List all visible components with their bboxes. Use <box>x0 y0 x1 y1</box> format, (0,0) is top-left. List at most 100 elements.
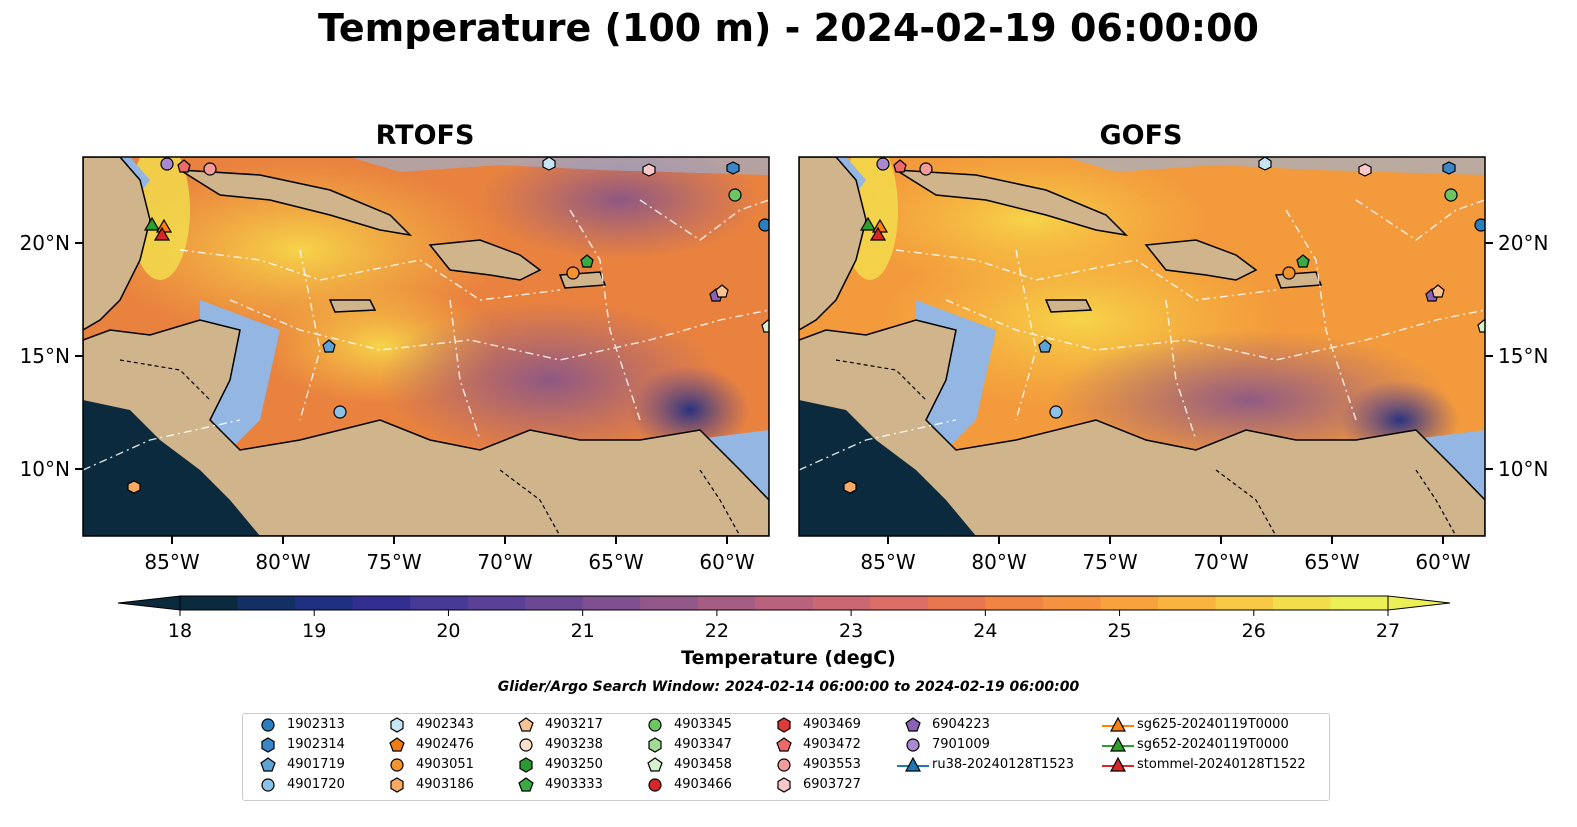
float-markers <box>843 157 1485 494</box>
marker-6903727 <box>1358 163 1372 177</box>
legend-entry: 4903333 <box>507 776 603 794</box>
warm-current <box>130 157 190 280</box>
colorbar-band <box>1100 596 1159 610</box>
marker-4903553 <box>203 162 217 176</box>
marker-4903186 <box>127 480 141 494</box>
colorbar-tick-label: 25 <box>1107 620 1131 640</box>
eez-boundaries <box>799 199 1485 471</box>
legend-label: 4903466 <box>674 777 732 792</box>
circle-marker-icon <box>249 776 287 794</box>
pentagon-marker-icon <box>507 776 545 794</box>
triangle-line-marker-icon <box>1099 736 1137 754</box>
country-borders <box>119 359 741 536</box>
jamaica-land <box>328 299 377 313</box>
lat-tick-label: 15°N <box>20 344 70 368</box>
legend-entry: 4902343 <box>378 716 474 734</box>
colorbar-band <box>1042 596 1101 610</box>
lon-tick-label: 80°W <box>255 550 310 574</box>
legend-label: 4903458 <box>674 757 732 772</box>
legend-entry: 6904223 <box>894 716 990 734</box>
legend-entry: 4901719 <box>249 756 345 774</box>
legend-entry: 1902313 <box>249 716 345 734</box>
marker-4903217 <box>1431 284 1445 298</box>
legend-label: 4903472 <box>803 737 861 752</box>
colorbar-band <box>295 596 354 610</box>
marker-4903458 <box>761 319 769 333</box>
marker-4902343 <box>542 157 556 171</box>
marker-1902313 <box>758 218 769 232</box>
legend-entry: 4903186 <box>378 776 474 794</box>
marker-4903333 <box>580 254 594 268</box>
marker-4903345 <box>728 188 742 202</box>
colorbar-tick-label: 26 <box>1242 620 1266 640</box>
pacific-ocean <box>799 400 976 536</box>
marker-1902314 <box>1442 161 1456 175</box>
colorbar-bands <box>180 596 1389 610</box>
colorbar-frame <box>179 595 1389 611</box>
legend-entry: sg652-20240119T0000 <box>1099 736 1289 754</box>
colorbar-band <box>410 596 469 610</box>
colorbar-band <box>985 596 1044 610</box>
marker-4902343 <box>1258 157 1272 171</box>
colorbar-band <box>1330 596 1389 610</box>
marker-sg652 <box>143 216 161 231</box>
marker-6903727 <box>642 163 656 177</box>
marker-4901720 <box>333 405 347 419</box>
lon-tick-label: 80°W <box>971 550 1026 574</box>
lon-tick-label: 75°W <box>1082 550 1137 574</box>
marker-sg652 <box>859 216 877 231</box>
yucatan-land <box>83 157 151 331</box>
marker-4903051 <box>566 266 580 280</box>
pentagon-marker-icon <box>894 716 932 734</box>
colorbar-band <box>525 596 584 610</box>
marker-4903553 <box>919 162 933 176</box>
legend-label: 6903727 <box>803 777 861 792</box>
gofs-map <box>799 157 1485 536</box>
legend-label: sg652-20240119T0000 <box>1137 737 1289 752</box>
legend-label: 4903238 <box>545 737 603 752</box>
lon-tick-label: 70°W <box>1193 550 1248 574</box>
lon-tick-label: 65°W <box>588 550 643 574</box>
colorbar-band <box>640 596 699 610</box>
legend-label: 4903553 <box>803 757 861 772</box>
colorbar-tick-label: 20 <box>436 620 460 640</box>
legend-label: 6904223 <box>932 717 990 732</box>
map-figure: 85°W 80°W 75°W 70°W 65°W 60°W 85°W 80°W … <box>20 156 1548 640</box>
marker-4903345 <box>1444 188 1458 202</box>
legend-entry: 1902314 <box>249 736 345 754</box>
hexagon-marker-icon <box>765 716 803 734</box>
legend-entry: 4903466 <box>636 776 732 794</box>
legend-entry: 4903347 <box>636 736 732 754</box>
lat-labels-left: 20°N 15°N 10°N <box>20 231 70 481</box>
legend-entry: 7901009 <box>894 736 990 754</box>
central-south-america-land <box>83 319 769 536</box>
circle-marker-icon <box>378 756 416 774</box>
lon-tick-label: 85°W <box>144 550 199 574</box>
lon-tick-label: 70°W <box>477 550 532 574</box>
lat-tick-label: 10°N <box>20 457 70 481</box>
legend-label: 1902313 <box>287 717 345 732</box>
hexagon-marker-icon <box>765 776 803 794</box>
legend-entry: 4903250 <box>507 756 603 774</box>
legend-label: 4902476 <box>416 737 474 752</box>
legend-label: 4903333 <box>545 777 603 792</box>
circle-marker-icon <box>894 736 932 754</box>
colorbar-band <box>1157 596 1217 610</box>
legend-entry: stommel-20240128T1522 <box>1099 756 1306 774</box>
axis-ticks <box>75 242 1493 544</box>
cold-anomaly <box>630 365 750 455</box>
lon-tick-label: 85°W <box>860 550 915 574</box>
legend-entry: 4903345 <box>636 716 732 734</box>
triangle-line-marker-icon <box>1099 716 1137 734</box>
atlantic-shelf <box>83 157 769 175</box>
legend-label: 4901719 <box>287 757 345 772</box>
legend-entry: 4903472 <box>765 736 861 754</box>
hexagon-marker-icon <box>378 716 416 734</box>
lat-tick-label: 20°N <box>1498 231 1548 255</box>
colorbar-tick-label: 24 <box>973 620 997 640</box>
legend-entry: 4903553 <box>765 756 861 774</box>
gofs-map-frame <box>798 156 1486 537</box>
colorbar-band <box>467 596 526 610</box>
circle-marker-icon <box>765 756 803 774</box>
rtofs-map-frame <box>82 156 770 537</box>
